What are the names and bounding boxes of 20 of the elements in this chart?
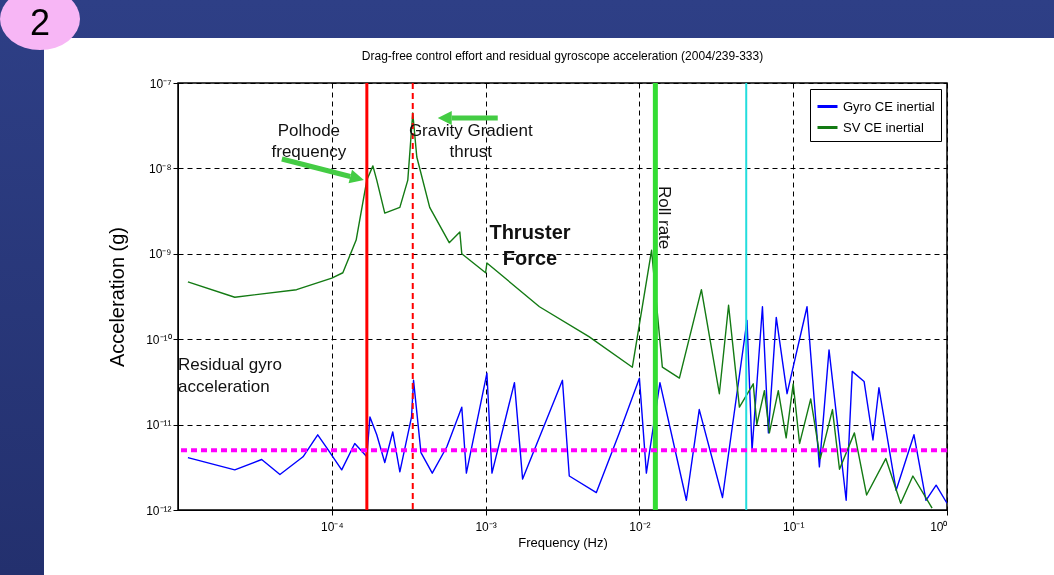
y-axis-title: Acceleration (g) [106, 226, 129, 368]
y-tick-label: 10⁻¹¹ [146, 418, 172, 433]
legend-label: Gyro CE inertial [843, 98, 935, 114]
x-tick-label: 10⁻³ [475, 519, 497, 534]
y-tick-label: 10⁻⁹ [149, 247, 172, 262]
y-tick-label: 10⁻¹⁰ [146, 332, 172, 347]
x-tick-label: 10⁻⁴ [321, 519, 344, 534]
y-tick-label: 10⁻⁷ [149, 76, 172, 91]
y-tick-label: 10⁻¹² [146, 503, 172, 518]
y-tick-label: 10⁻⁸ [149, 161, 172, 176]
annotation: Thruster Force [489, 221, 571, 269]
ref-line-label: Roll rate [655, 186, 675, 250]
x-tick-label: 10⁻¹ [783, 519, 805, 534]
text: 2 [29, 2, 51, 44]
x-tick-label: 10⁻² [629, 519, 651, 534]
legend-label: SV CE inertial [843, 119, 925, 135]
x-axis-title: Frequency (Hz) [518, 534, 608, 550]
ref-line-label: Polhode frequency [271, 121, 347, 161]
chart-title: Drag-free control effort and residual gyroscope acceleration (2004/239-333) [361, 49, 764, 63]
x-tick-label: 10⁰ [930, 519, 948, 534]
